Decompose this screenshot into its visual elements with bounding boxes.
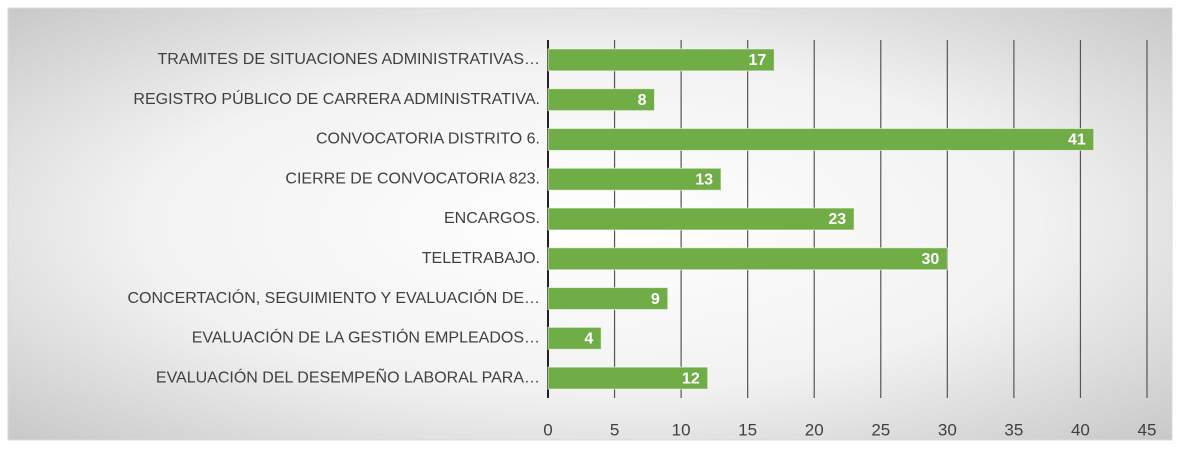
y-tick-label: EVALUACIÓN DEL DESEMPEÑO LABORAL PARA… (156, 366, 540, 386)
y-tick-label: CONCERTACIÓN, SEGUIMIENTO Y EVALUACIÓN D… (127, 288, 540, 307)
x-tick-label: 10 (672, 420, 691, 439)
y-tick-label: CIERRE DE CONVOCATORIA 823. (285, 170, 540, 187)
y-tick-label: CONVOCATORIA DISTRITO 6. (316, 131, 540, 148)
bar (547, 127, 1095, 151)
x-tick-label: 5 (610, 420, 619, 439)
x-tick-label: 40 (1071, 420, 1090, 439)
bar (547, 88, 655, 112)
x-tick-label: 35 (1004, 420, 1023, 439)
bar (547, 287, 669, 311)
data-label: 8 (638, 92, 647, 109)
bar (547, 207, 855, 231)
y-tick-label: TRAMITES DE SITUACIONES ADMINISTRATIVAS… (157, 51, 540, 68)
data-label: 30 (922, 251, 940, 268)
x-tick-label: 0 (543, 420, 552, 439)
data-label: 12 (682, 370, 700, 387)
bar (547, 48, 775, 72)
bar (547, 247, 948, 271)
bar (547, 326, 602, 350)
y-tick-label: REGISTRO PÚBLICO DE CARRERA ADMINISTRATI… (133, 89, 540, 108)
y-tick-label: TELETRABAJO. (422, 250, 540, 267)
data-label: 41 (1068, 132, 1086, 149)
data-label: 9 (651, 291, 660, 308)
x-tick-label: 15 (738, 420, 757, 439)
data-label: 17 (748, 52, 766, 69)
x-tick-label: 45 (1138, 420, 1157, 439)
data-label: 4 (584, 331, 593, 348)
y-tick-label: EVALUACIÓN DE LA GESTIÓN EMPLEADOS… (192, 328, 540, 347)
bar (547, 366, 709, 390)
bar (547, 167, 722, 191)
y-tick-label: ENCARGOS. (444, 210, 540, 227)
x-tick-label: 30 (938, 420, 957, 439)
x-tick-label: 20 (805, 420, 824, 439)
x-tick-label: 25 (871, 420, 890, 439)
data-label: 23 (828, 211, 846, 228)
data-label: 13 (695, 171, 713, 188)
